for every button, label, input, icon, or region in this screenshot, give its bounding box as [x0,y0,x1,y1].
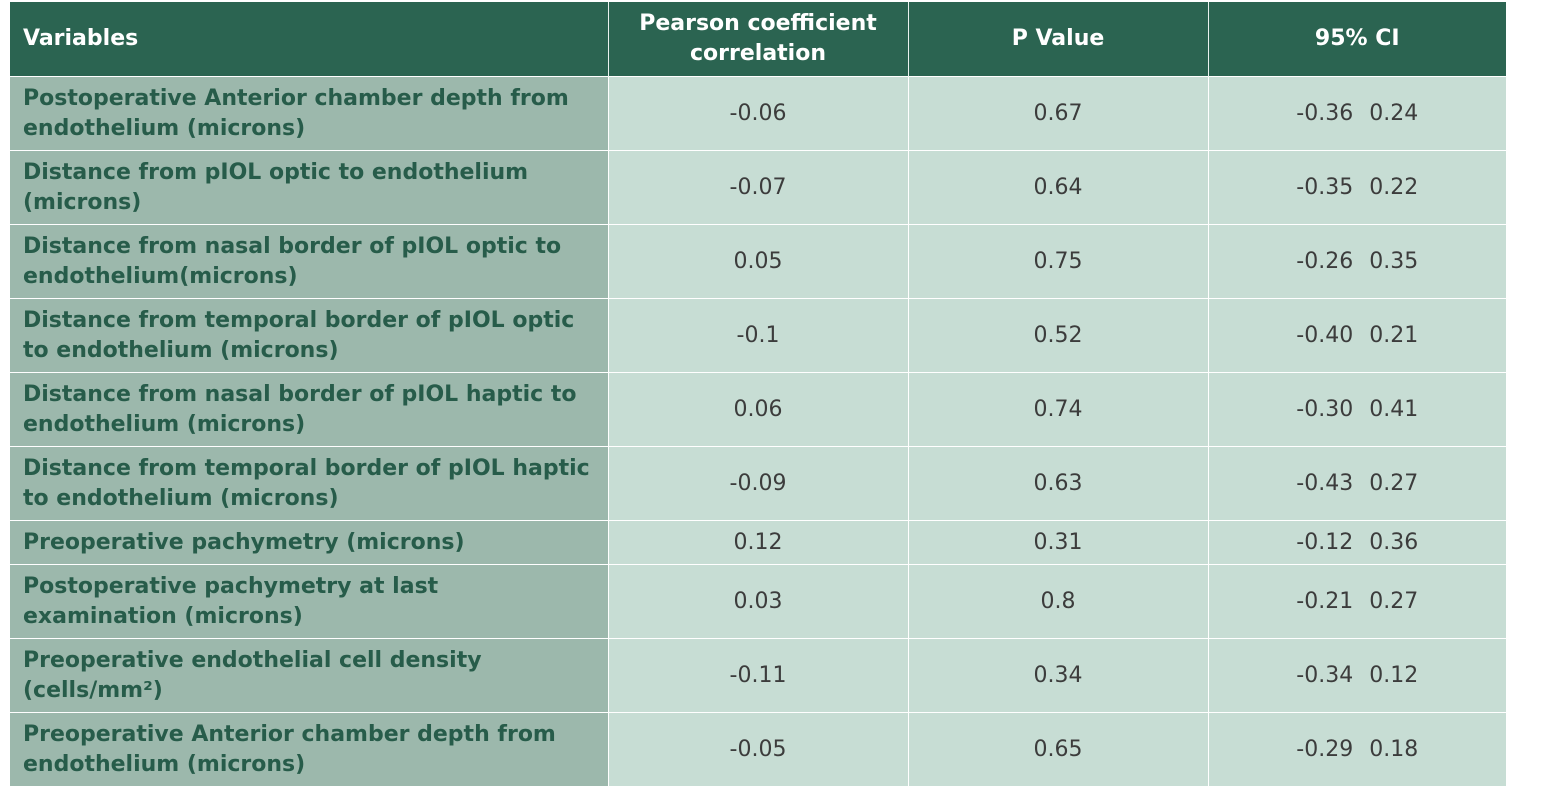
table-row: Preoperative pachymetry (microns) 0.12 0… [10,520,1506,565]
variable-cell: Preoperative Anterior chamber depth from… [10,712,609,786]
ci-cell: -0.29 0.18 [1208,712,1506,786]
header-row: Variables Pearson coefficient correlatio… [10,2,1506,77]
variable-cell: Postoperative pachymetry at last examina… [10,564,609,639]
variable-cell: Preoperative endothelial cell density (c… [10,638,609,713]
ci-cell: -0.43 0.27 [1208,446,1506,521]
pearson-cell: -0.1 [608,298,909,373]
ci-high: 0.36 [1369,530,1419,555]
p-value-cell: 0.31 [908,520,1209,565]
pearson-cell: -0.06 [608,76,909,151]
variable-cell: Preoperative pachymetry (microns) [10,520,609,565]
table-row: Preoperative endothelial cell density (c… [10,638,1506,713]
table-row: Postoperative pachymetry at last examina… [10,564,1506,639]
ci-low: -0.34 [1296,663,1354,688]
pearson-cell: 0.03 [608,564,909,639]
ci-high: 0.35 [1369,249,1419,274]
table-row: Distance from nasal border of pIOL hapti… [10,372,1506,447]
p-value-cell: 0.34 [908,638,1209,713]
header-p-value: P Value [908,2,1209,77]
ci-low: -0.35 [1296,175,1354,200]
ci-cell: -0.35 0.22 [1208,150,1506,225]
ci-cell: -0.30 0.41 [1208,372,1506,447]
table-row: Distance from temporal border of pIOL op… [10,298,1506,373]
ci-high: 0.21 [1369,323,1419,348]
pearson-cell: -0.05 [608,712,909,786]
ci-low: -0.30 [1296,397,1354,422]
correlation-table: Variables Pearson coefficient correlatio… [10,2,1506,786]
header-pearson: Pearson coefficient correlation [608,2,909,77]
variable-cell: Distance from temporal border of pIOL op… [10,298,609,373]
ci-high: 0.27 [1369,471,1419,496]
pearson-cell: -0.09 [608,446,909,521]
ci-low: -0.36 [1296,101,1354,126]
pearson-cell: 0.05 [608,224,909,299]
ci-high: 0.24 [1369,101,1419,126]
table-row: Distance from nasal border of pIOL optic… [10,224,1506,299]
p-value-cell: 0.8 [908,564,1209,639]
p-value-cell: 0.64 [908,150,1209,225]
p-value-cell: 0.74 [908,372,1209,447]
variable-cell: Distance from temporal border of pIOL ha… [10,446,609,521]
ci-cell: -0.12 0.36 [1208,520,1506,565]
ci-high: 0.41 [1369,397,1419,422]
ci-cell: -0.26 0.35 [1208,224,1506,299]
table-body: Postoperative Anterior chamber depth fro… [10,76,1506,786]
table-header: Variables Pearson coefficient correlatio… [10,2,1506,77]
pearson-cell: 0.06 [608,372,909,447]
p-value-cell: 0.63 [908,446,1209,521]
variable-cell: Distance from pIOL optic to endothelium … [10,150,609,225]
p-value-cell: 0.52 [908,298,1209,373]
p-value-cell: 0.75 [908,224,1209,299]
ci-high: 0.27 [1369,589,1419,614]
ci-low: -0.26 [1296,249,1354,274]
ci-cell: -0.34 0.12 [1208,638,1506,713]
p-value-cell: 0.67 [908,76,1209,151]
ci-cell: -0.36 0.24 [1208,76,1506,151]
ci-cell: -0.40 0.21 [1208,298,1506,373]
ci-low: -0.40 [1296,323,1354,348]
correlation-table-container: Variables Pearson coefficient correlatio… [10,2,1506,786]
ci-high: 0.12 [1369,663,1419,688]
header-variables: Variables [10,2,609,77]
pearson-cell: -0.11 [608,638,909,713]
variable-cell: Distance from nasal border of pIOL hapti… [10,372,609,447]
variable-cell: Distance from nasal border of pIOL optic… [10,224,609,299]
ci-cell: -0.21 0.27 [1208,564,1506,639]
table-row: Preoperative Anterior chamber depth from… [10,712,1506,786]
header-ci: 95% CI [1208,2,1506,77]
pearson-cell: -0.07 [608,150,909,225]
table-row: Distance from pIOL optic to endothelium … [10,150,1506,225]
ci-low: -0.21 [1296,589,1354,614]
table-row: Postoperative Anterior chamber depth fro… [10,76,1506,151]
ci-low: -0.43 [1296,471,1354,496]
p-value-cell: 0.65 [908,712,1209,786]
ci-high: 0.18 [1369,737,1419,762]
ci-low: -0.29 [1296,737,1354,762]
pearson-cell: 0.12 [608,520,909,565]
variable-cell: Postoperative Anterior chamber depth fro… [10,76,609,151]
ci-high: 0.22 [1369,175,1419,200]
table-row: Distance from temporal border of pIOL ha… [10,446,1506,521]
ci-low: -0.12 [1296,530,1354,555]
